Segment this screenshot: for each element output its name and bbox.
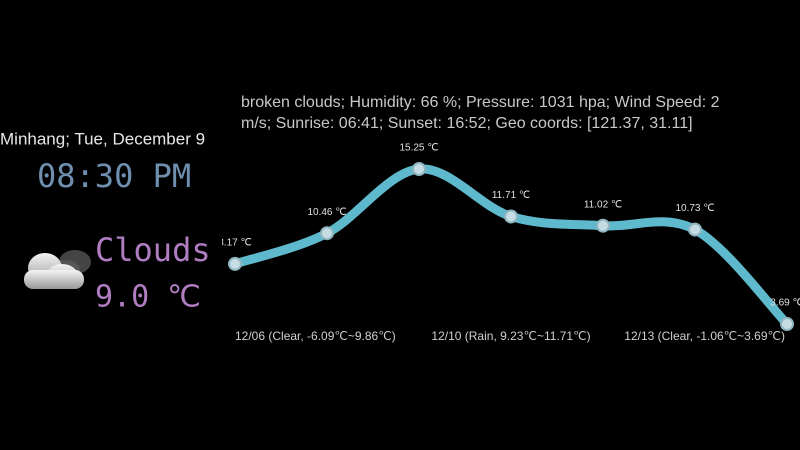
temperature: 9.0 ℃ (95, 280, 201, 315)
value-label: 8.17 ℃ (218, 238, 251, 249)
value-label: 3.69 ℃ (770, 298, 800, 309)
value-label: 10.46 ℃ (307, 207, 346, 218)
x-label: 12/10 (Rain, 9.23℃~11.71℃) (431, 329, 590, 343)
data-point (320, 226, 334, 241)
description-line: broken clouds; Humidity: 66 %; Pressure:… (241, 94, 720, 111)
data-point (228, 256, 242, 271)
x-label: 12/06 (Clear, -6.09℃~9.86℃) (235, 329, 396, 343)
data-point (688, 222, 702, 237)
data-point (596, 218, 610, 233)
value-label: 11.71 ℃ (492, 190, 530, 201)
description-line: m/s; Sunrise: 06:41; Sunset: 16:52; Geo … (241, 115, 693, 132)
clock: 08:30 PM (37, 157, 191, 195)
condition: Clouds (95, 231, 211, 269)
forecast-chart: 8.17 ℃ 10.46 ℃ 15.25 ℃ 11.71 ℃ 11.02 ℃ 10.73 … (218, 143, 800, 331)
value-label: 11.02 ℃ (584, 199, 622, 210)
cloud-icon (24, 250, 91, 289)
location-date: Minhang; Tue, December 9 (0, 129, 205, 148)
x-label: 12/13 (Clear, -1.06℃~3.69℃) (624, 329, 785, 343)
data-point (504, 209, 518, 224)
data-point (412, 162, 426, 176)
value-label: 10.73 ℃ (675, 203, 714, 214)
data-point (780, 317, 794, 331)
value-label: 15.25 ℃ (399, 143, 438, 154)
